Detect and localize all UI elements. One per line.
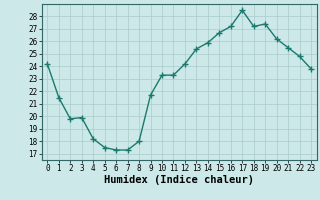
X-axis label: Humidex (Indice chaleur): Humidex (Indice chaleur) xyxy=(104,175,254,185)
